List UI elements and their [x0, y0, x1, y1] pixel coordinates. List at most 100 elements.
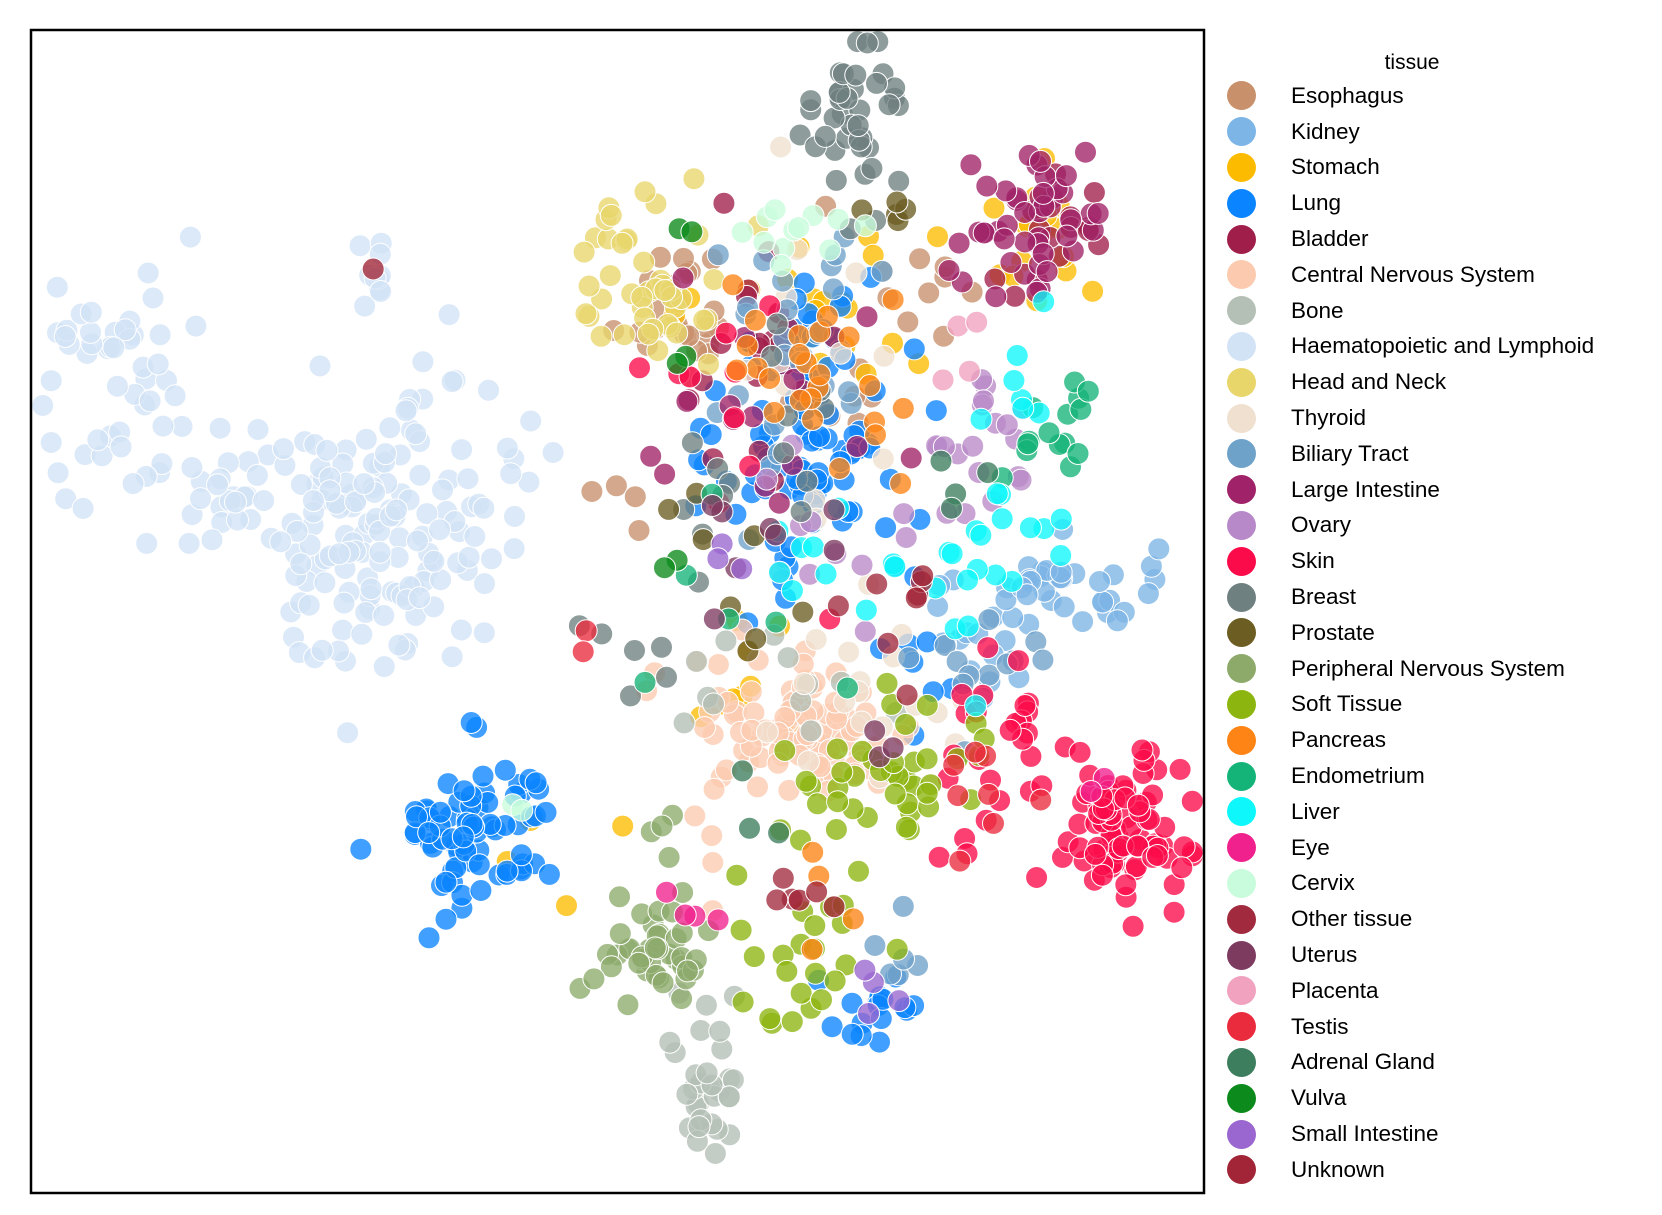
legend-label: Peripheral Nervous System	[1291, 655, 1565, 681]
point-vulva	[653, 556, 676, 580]
point-skin	[1007, 649, 1030, 673]
point-central-nervous-system	[683, 804, 707, 828]
point-pancreas	[801, 408, 824, 431]
point-haematopoietic-and-lymphoid	[503, 504, 526, 528]
legend-label: Large Intestine	[1291, 476, 1440, 502]
point-breast	[650, 635, 673, 659]
legend-swatch	[1227, 797, 1256, 827]
point-breast	[789, 500, 813, 524]
point-pancreas	[891, 396, 915, 420]
point-prostate	[744, 627, 768, 651]
point-haematopoietic-and-lymphoid	[246, 418, 270, 441]
point-soft-tissue	[883, 782, 907, 806]
point-pancreas	[808, 363, 832, 387]
point-cervix	[853, 214, 877, 238]
point-haematopoietic-and-lymphoid	[136, 261, 160, 285]
point-endometrium	[1037, 421, 1061, 445]
legend-item-central-nervous-system: Central Nervous System	[1225, 257, 1655, 293]
point-breast	[887, 169, 911, 193]
point-pancreas	[725, 358, 749, 382]
point-placenta	[965, 310, 989, 334]
point-haematopoietic-and-lymphoid	[178, 225, 202, 249]
point-large-intestine	[959, 153, 983, 177]
point-soft-tissue	[894, 815, 918, 839]
point-lung	[471, 764, 495, 788]
point-breast	[799, 89, 823, 113]
point-haematopoietic-and-lymphoid	[354, 427, 378, 451]
point-endometrium	[836, 676, 859, 700]
point-cervix	[787, 216, 811, 239]
point-haematopoietic-and-lymphoid	[472, 621, 496, 645]
point-bone	[776, 646, 800, 670]
point-haematopoietic-and-lymphoid	[408, 586, 432, 610]
point-cervix	[818, 238, 842, 262]
point-skin	[1172, 835, 1196, 859]
point-kidney	[1091, 590, 1115, 614]
point-lung	[405, 805, 428, 829]
point-placenta	[946, 314, 970, 338]
legend-item-eye: Eye	[1225, 830, 1655, 866]
legend-swatch	[1227, 117, 1256, 147]
point-lung	[417, 821, 441, 845]
point-kidney	[1105, 609, 1129, 633]
point-prostate	[657, 497, 681, 521]
legend-label: Placenta	[1291, 977, 1379, 1003]
point-head-and-neck	[612, 323, 636, 347]
legend-swatch	[1227, 868, 1256, 898]
point-testis	[946, 784, 970, 808]
point-testis	[963, 740, 987, 764]
point-haematopoietic-and-lymphoid	[450, 438, 474, 462]
point-lung	[452, 779, 476, 803]
point-soft-tissue	[725, 863, 749, 887]
legend-swatch	[1227, 689, 1256, 719]
point-pancreas	[841, 907, 865, 931]
point-central-nervous-system	[706, 653, 730, 676]
point-small-intestine	[706, 547, 730, 571]
point-pancreas	[837, 325, 861, 349]
point-pancreas	[758, 367, 782, 390]
point-testis	[942, 753, 966, 777]
legend-title: tissue	[1384, 51, 1440, 74]
point-large-intestine	[782, 367, 806, 391]
point-head-and-neck	[702, 268, 726, 292]
point-vulva	[665, 351, 689, 375]
point-skin	[1090, 863, 1114, 887]
point-haematopoietic-and-lymphoid	[141, 286, 165, 310]
point-peripheral-nervous-system	[616, 993, 640, 1017]
legend-swatch	[1227, 761, 1256, 791]
legend-label: Pancreas	[1291, 727, 1387, 753]
point-pancreas	[864, 423, 887, 447]
legend-label: Soft Tissue	[1291, 691, 1403, 717]
point-haematopoietic-and-lymphoid	[473, 572, 496, 596]
point-soft-tissue	[775, 959, 799, 983]
legend-item-vulva: Vulva	[1225, 1080, 1655, 1116]
point-kidney	[1136, 582, 1160, 606]
point-lung	[509, 843, 533, 867]
point-skin	[998, 718, 1022, 742]
point-ovary	[853, 620, 877, 643]
point-large-intestine	[1055, 224, 1079, 248]
point-eye	[706, 908, 730, 932]
point-liver	[1005, 344, 1029, 367]
legend-label: Unknown	[1291, 1156, 1385, 1182]
point-soft-tissue	[780, 1010, 804, 1034]
point-stomach	[1081, 279, 1105, 303]
point-haematopoietic-and-lymphoid	[148, 323, 172, 347]
point-liver	[956, 568, 979, 592]
point-haematopoietic-and-lymphoid	[310, 638, 334, 662]
point-haematopoietic-and-lymphoid	[146, 352, 170, 376]
point-testis	[571, 640, 595, 664]
point-thyroid	[804, 628, 828, 651]
legend-label: Head and Neck	[1291, 369, 1447, 395]
legend-item-skin: Skin	[1225, 543, 1655, 579]
point-pancreas	[889, 472, 913, 495]
point-breast	[788, 123, 812, 147]
point-haematopoietic-and-lymphoid	[415, 502, 439, 526]
point-esophagus	[627, 519, 651, 542]
point-bone	[695, 1061, 719, 1085]
point-head-and-neck	[598, 264, 622, 288]
point-bone	[687, 1115, 711, 1139]
legend-item-endometrium: Endometrium	[1225, 758, 1655, 794]
point-haematopoietic-and-lymphoid	[428, 518, 452, 542]
legend-label: Lung	[1291, 190, 1342, 216]
